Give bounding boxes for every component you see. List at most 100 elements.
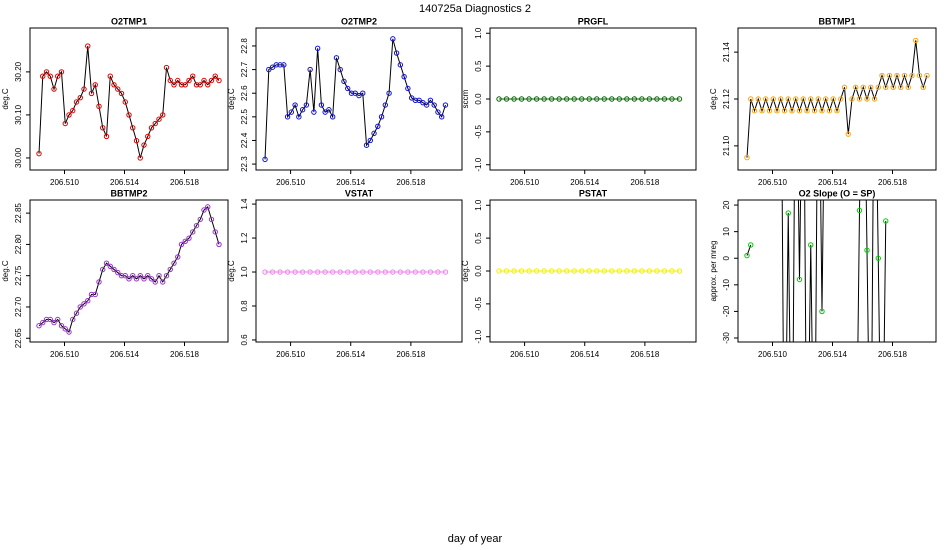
- data-point: [815, 96, 821, 102]
- x-tick-label: 206.510: [50, 350, 79, 359]
- data-point: [130, 125, 136, 131]
- data-point: [111, 82, 117, 88]
- plot-frame: [29, 199, 229, 343]
- y-tick-label: 22.70: [14, 296, 23, 317]
- x-tick-label: 206.510: [510, 350, 539, 359]
- y-tick-label: 0.5: [474, 60, 483, 72]
- y-tick-label: 22.85: [14, 203, 23, 224]
- data-point: [393, 50, 400, 56]
- data-point: [58, 69, 65, 75]
- data-point: [96, 279, 102, 285]
- data-point: [439, 114, 445, 120]
- data-point: [616, 268, 623, 274]
- y-tick-label: 1.0: [474, 199, 483, 211]
- data-point: [744, 252, 750, 259]
- data-point: [115, 86, 121, 92]
- data-point: [886, 72, 893, 79]
- data-point: [88, 90, 95, 97]
- data-point: [609, 96, 615, 102]
- data-point: [163, 272, 170, 279]
- x-axis-label: day of year: [448, 533, 503, 545]
- data-point: [898, 84, 904, 90]
- data-point: [871, 96, 878, 102]
- data-point: [337, 66, 343, 73]
- data-point: [107, 263, 113, 270]
- x-tick-label: 206.518: [878, 178, 907, 187]
- data-point: [81, 86, 87, 92]
- data-point: [405, 85, 411, 92]
- plot-area: [36, 204, 222, 335]
- data-point: [503, 268, 510, 274]
- data-point: [548, 96, 555, 102]
- data-point: [92, 291, 98, 298]
- data-point: [790, 522, 794, 526]
- data-point: [503, 96, 510, 102]
- data-point: [533, 268, 540, 274]
- data-point: [182, 82, 188, 88]
- y-axis-label: deg.C: [709, 88, 718, 110]
- data-point: [36, 323, 42, 329]
- y-tick-label: -1.0: [474, 329, 483, 343]
- data-point: [586, 268, 592, 274]
- data-point: [442, 269, 449, 275]
- data-point: [345, 85, 351, 92]
- data-point: [854, 522, 858, 526]
- y-axis-label: deg.C: [1, 260, 10, 282]
- plot-area: [496, 268, 683, 274]
- data-point: [796, 108, 803, 114]
- data-point: [47, 73, 53, 79]
- data-point: [405, 269, 411, 275]
- data-point: [216, 77, 222, 84]
- data-point: [916, 72, 923, 79]
- data-point: [624, 268, 630, 274]
- data-point: [197, 216, 203, 223]
- data-point: [416, 97, 422, 103]
- panel: VSTAT deg.C 0.6 0.8 1.0 1.2 1.4 206.510 206.514 2…: [227, 188, 463, 359]
- data-point: [579, 96, 585, 102]
- y-tick-label: 1.4: [240, 198, 249, 210]
- data-point: [292, 102, 298, 108]
- data-point: [205, 82, 211, 88]
- x-tick-label: 206.514: [110, 178, 139, 187]
- data-point: [774, 108, 780, 114]
- data-point: [55, 316, 61, 323]
- data-point: [856, 96, 863, 102]
- panel-title: O2TMP1: [111, 16, 147, 26]
- y-tick-label: 30.10: [14, 104, 23, 125]
- panel: BBTMP1 deg.C 21.10 21.12 21.14 206.510 206.514…: [709, 16, 937, 187]
- data-point: [190, 229, 196, 235]
- panel: O2 Slope (O = SP) approx. per mreg 20 10 0 -1…: [709, 188, 937, 526]
- data-point: [299, 269, 306, 275]
- data-point: [73, 99, 80, 105]
- y-tick-label: 1.0: [474, 27, 483, 39]
- data-point: [920, 84, 926, 90]
- data-point: [137, 155, 143, 161]
- y-tick-label: 30.00: [14, 147, 23, 168]
- y-tick-label: 21.12: [722, 88, 731, 109]
- data-point: [141, 142, 147, 148]
- data-point: [778, 96, 784, 102]
- data-point: [167, 266, 173, 273]
- data-point: [834, 108, 840, 114]
- y-tick-label: -1.0: [474, 157, 483, 171]
- data-point: [382, 269, 389, 275]
- x-tick-label: 206.514: [336, 350, 365, 359]
- data-point: [496, 96, 502, 102]
- data-point: [190, 73, 196, 79]
- panel-title: PRGFL: [578, 16, 609, 26]
- data-point: [145, 133, 151, 140]
- data-point: [58, 323, 65, 329]
- data-point: [307, 66, 313, 73]
- data-point: [782, 522, 786, 526]
- data-point: [262, 269, 268, 275]
- data-point: [40, 73, 46, 79]
- data-point: [145, 272, 151, 279]
- data-point: [107, 73, 113, 79]
- data-point: [66, 112, 72, 118]
- data-point: [77, 304, 83, 310]
- data-point: [755, 96, 761, 102]
- data-point: [654, 268, 660, 274]
- data-point: [269, 269, 276, 275]
- data-point: [178, 241, 185, 248]
